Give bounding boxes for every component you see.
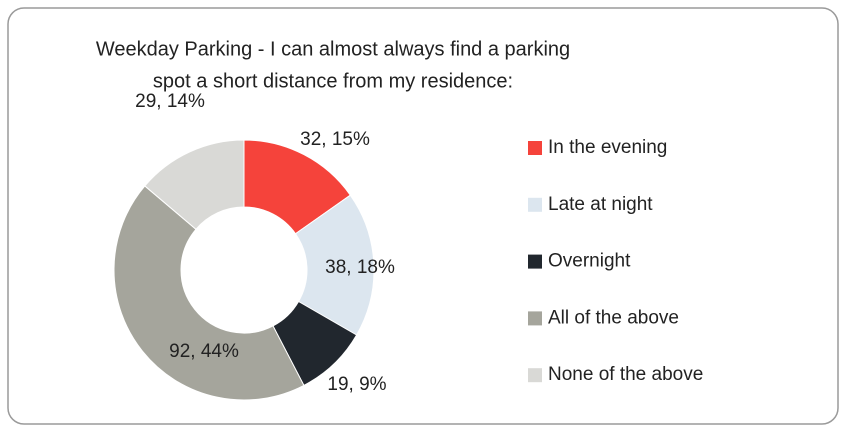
data-label: 32, 15%	[300, 129, 370, 150]
chart-title: Weekday Parking - I can almost always fi…	[96, 38, 570, 60]
data-label: 38, 18%	[325, 257, 395, 278]
legend-swatch	[528, 197, 542, 212]
legend-label: Overnight	[548, 251, 631, 272]
donut-slice	[294, 194, 375, 336]
chart-title: spot a short distance from my residence:	[153, 70, 513, 92]
legend-swatch	[528, 311, 542, 326]
legend-label: Late at night	[548, 194, 653, 215]
legend-label: All of the above	[548, 307, 679, 328]
legend-label: In the evening	[548, 137, 667, 158]
data-label: 19, 9%	[327, 374, 386, 395]
donut-slice	[113, 185, 305, 401]
legend-swatch	[528, 368, 542, 383]
legend-label: None of the above	[548, 364, 703, 385]
legend-swatch	[528, 254, 542, 269]
legend-swatch	[528, 141, 542, 155]
data-label: 92, 44%	[169, 341, 239, 362]
donut-slice	[144, 139, 245, 230]
chart-frame	[7, 7, 839, 425]
data-label: 29, 14%	[135, 91, 205, 112]
